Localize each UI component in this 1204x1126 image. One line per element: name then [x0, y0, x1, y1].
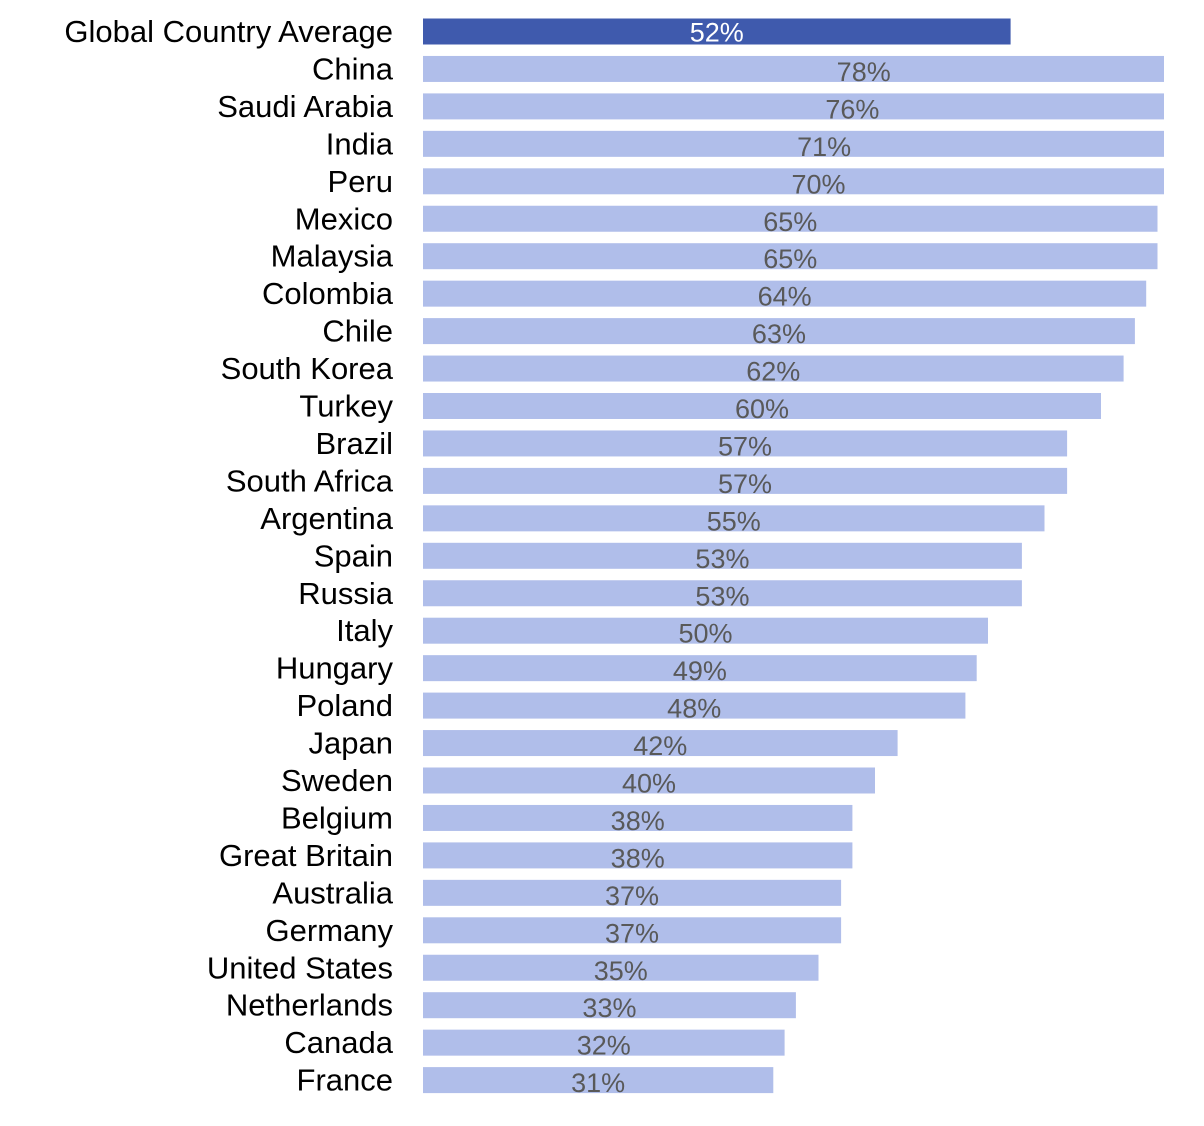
data-label: 53% [695, 581, 749, 611]
data-label: 35% [594, 956, 648, 986]
bar [423, 168, 1164, 195]
bar [423, 430, 1068, 457]
bar [423, 55, 1164, 82]
data-label: 62% [746, 357, 800, 387]
bar [423, 505, 1045, 532]
data-label: 38% [611, 806, 665, 836]
data-label: 38% [611, 843, 665, 873]
bar [423, 280, 1147, 307]
bar [423, 355, 1124, 382]
category-label: Brazil [315, 426, 393, 461]
data-label: 48% [667, 694, 721, 724]
bar [423, 393, 1101, 419]
bar [423, 917, 842, 944]
category-label: Peru [328, 164, 393, 199]
category-label: China [312, 51, 394, 86]
data-label: 50% [678, 619, 732, 649]
data-label: 31% [571, 1068, 625, 1098]
bar [423, 580, 1022, 607]
data-label: 37% [605, 918, 659, 948]
bar [423, 655, 977, 682]
bar [423, 767, 875, 794]
data-label: 49% [673, 656, 727, 686]
category-label: South Africa [226, 463, 394, 498]
bar [423, 205, 1158, 232]
category-label: India [326, 126, 394, 161]
bar [423, 130, 1164, 157]
category-label: Germany [266, 913, 394, 948]
data-label: 65% [763, 244, 817, 274]
category-label: Sweden [281, 763, 393, 798]
data-label: 57% [718, 431, 772, 461]
category-label: Poland [296, 688, 393, 723]
category-label: Netherlands [226, 988, 393, 1023]
data-label: 70% [791, 169, 845, 199]
bar [423, 730, 898, 757]
bar [423, 954, 819, 981]
data-label: 52% [690, 18, 744, 48]
bar-highlight [423, 18, 1011, 45]
category-label: Belgium [281, 800, 393, 835]
category-label: France [297, 1063, 393, 1098]
bar [423, 804, 853, 831]
bar [423, 992, 796, 1019]
bar [423, 617, 988, 644]
category-label: Mexico [295, 201, 393, 236]
category-label: Japan [309, 726, 393, 761]
bar [423, 243, 1158, 270]
data-label: 71% [797, 132, 851, 162]
category-label: Chile [322, 314, 393, 349]
category-label: Great Britain [219, 838, 393, 873]
data-label: 55% [707, 506, 761, 536]
category-label: Australia [272, 875, 393, 910]
category-label: Malaysia [271, 239, 394, 274]
bar [423, 542, 1022, 569]
bar [423, 318, 1135, 345]
data-label: 37% [605, 881, 659, 911]
category-label: Argentina [260, 501, 393, 536]
data-label: 57% [718, 469, 772, 499]
data-label: 53% [695, 544, 749, 574]
bar [423, 93, 1164, 120]
bar [423, 1029, 785, 1056]
category-label: Spain [314, 538, 393, 573]
bar [423, 842, 853, 869]
data-label: 32% [577, 1031, 631, 1061]
category-label: Italy [336, 613, 393, 648]
category-label: United States [207, 950, 393, 985]
category-label: Hungary [276, 651, 394, 686]
bar [423, 692, 966, 719]
data-label: 33% [582, 993, 636, 1023]
category-label: Canada [284, 1025, 393, 1060]
data-label: 65% [763, 207, 817, 237]
bar [423, 467, 1068, 494]
data-label: 42% [633, 731, 687, 761]
data-label: 76% [825, 94, 879, 124]
data-label: 40% [622, 769, 676, 799]
bar [423, 879, 842, 906]
category-label: Russia [298, 576, 394, 611]
category-label: Colombia [262, 276, 394, 311]
category-label: South Korea [221, 351, 394, 386]
data-label: 78% [837, 57, 891, 87]
data-label: 64% [758, 282, 812, 312]
category-label: Global Country Average [64, 14, 393, 49]
bar [423, 1067, 774, 1094]
category-label: Saudi Arabia [217, 89, 394, 124]
data-label: 60% [735, 394, 789, 424]
category-label: Turkey [299, 389, 393, 424]
data-label: 63% [752, 319, 806, 349]
